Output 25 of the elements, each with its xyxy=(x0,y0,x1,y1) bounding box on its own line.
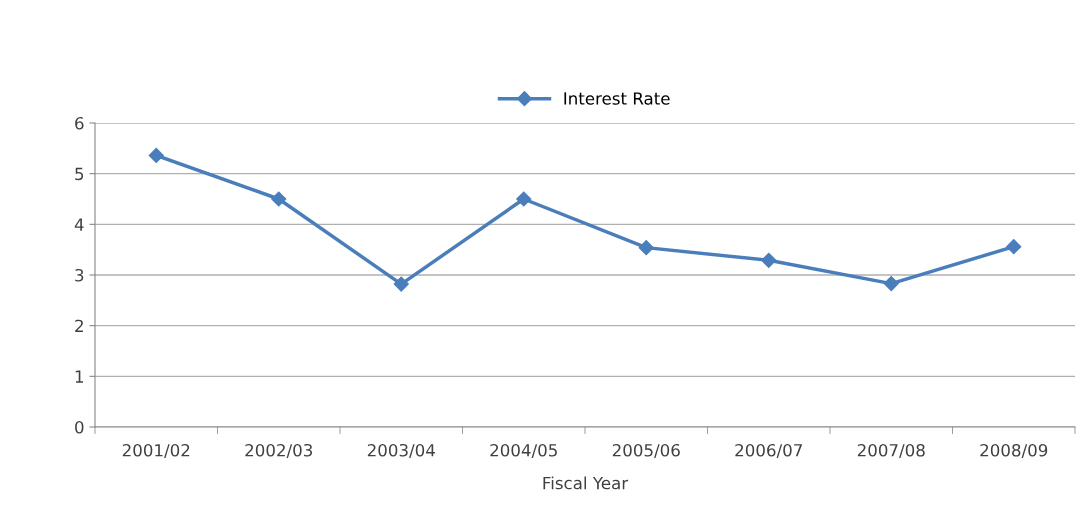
x-tick-label: 2008/09 xyxy=(980,443,1048,458)
x-tick-label: 2003/04 xyxy=(367,443,435,458)
point xyxy=(1006,239,1022,255)
point xyxy=(638,240,654,256)
x-axis-title: Fiscal Year xyxy=(543,476,629,490)
y-tick-label: 0 xyxy=(75,420,84,434)
x-tick-label: 2004/05 xyxy=(490,443,557,458)
point xyxy=(271,191,287,207)
y-tick-label: 5 xyxy=(75,167,84,181)
point xyxy=(761,252,777,268)
x-tick-label: 2002/03 xyxy=(245,443,313,458)
x-tick-label: 2007/08 xyxy=(857,443,925,458)
y-tick-label: 3 xyxy=(75,268,84,282)
y-tick-label: 6 xyxy=(75,116,84,130)
y-tick-label: 4 xyxy=(74,218,84,231)
x-tick-label: 2005/06 xyxy=(612,443,680,458)
x-tick-label: 2006/07 xyxy=(735,443,802,458)
y-tick-label: 2 xyxy=(75,319,83,332)
y-tick-label: 1 xyxy=(75,370,84,383)
x-tick-label: 2001/02 xyxy=(122,443,190,458)
legend-label: Interest Rate xyxy=(564,92,670,105)
point xyxy=(516,191,532,207)
point xyxy=(148,147,164,163)
point xyxy=(393,276,409,292)
point xyxy=(883,276,899,292)
